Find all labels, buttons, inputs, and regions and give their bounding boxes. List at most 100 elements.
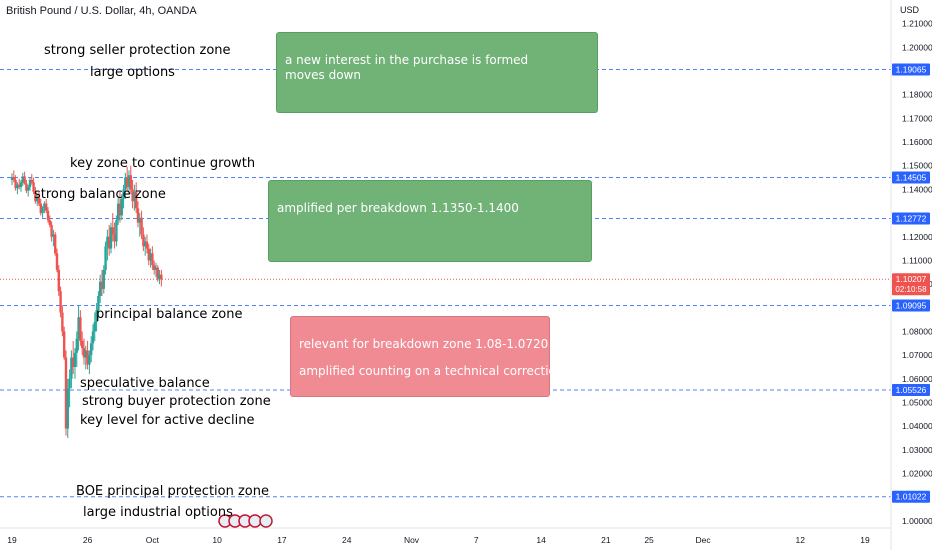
candle-body: [28, 179, 32, 188]
time-tick-label: 25: [644, 535, 654, 545]
level-price-text: 1.14505: [896, 172, 927, 182]
annotation-speculative-balance: speculative balance: [80, 376, 210, 391]
uk-flag-icon[interactable]: [248, 514, 262, 528]
candle-body: [142, 234, 145, 247]
candle-body: [30, 179, 33, 183]
candle-body: [129, 175, 132, 190]
price-tick-label: 1.18000: [902, 90, 932, 100]
candle-body: [71, 357, 75, 367]
candle-body: [125, 177, 129, 188]
candle-body: [102, 269, 105, 289]
level-price-text: 1.01022: [896, 492, 927, 502]
candle-body: [77, 317, 80, 339]
candle-body: [12, 177, 15, 180]
annotation-seller-zone: strong seller protection zone: [44, 43, 231, 58]
candle-body: [109, 227, 113, 249]
candle-body: [35, 197, 39, 202]
price-tick-label: 1.11000: [902, 255, 932, 265]
price-axis[interactable]: 1.21000 1.20000 1.18000 1.17000 1.16000 1.150…: [902, 19, 932, 526]
candle-body: [120, 198, 123, 216]
note-top-line2: moves down: [285, 68, 361, 82]
note-bottom-line2: amplified counting on a technical correc…: [299, 364, 564, 378]
annotation-key-decline: key level for active decline: [80, 413, 255, 428]
annotation-principal-balance: principal balance zone: [96, 307, 243, 322]
note-box-middle[interactable]: amplified per breakdown 1.1350-1.1400: [268, 180, 592, 262]
price-tick-label: 1.07000: [902, 350, 932, 360]
candle-body: [66, 388, 69, 429]
note-box-top[interactable]: a new interest in the purchase is formed…: [276, 32, 598, 113]
time-tick-label: 26: [83, 535, 93, 545]
candle-body: [118, 203, 122, 216]
candle-body: [21, 176, 24, 183]
note-bottom-line1: relevant for breakdown zone 1.08-1.0720: [299, 337, 549, 351]
time-tick-label: 10: [212, 535, 222, 545]
time-tick-label: 12: [795, 535, 805, 545]
time-tick-label: Dec: [695, 535, 711, 545]
candle-body: [134, 191, 138, 209]
candle-body: [52, 234, 55, 237]
candle-body: [91, 331, 95, 344]
level-price-tag: [892, 299, 930, 312]
candle-body: [64, 357, 68, 429]
candle-body: [143, 241, 147, 247]
price-tick-label: 1.14000: [902, 184, 932, 194]
time-tick-label: 17: [277, 535, 287, 545]
price-tick-label: 1.20000: [902, 42, 932, 52]
candle-body: [95, 310, 98, 323]
countdown-text: 02:10:58: [895, 285, 927, 294]
price-tick-label: 1.16000: [902, 137, 932, 147]
note-middle-line1: amplified per breakdown 1.1350-1.1400: [277, 201, 519, 215]
candle-body: [10, 177, 14, 180]
price-tick-label: 1.12000: [902, 232, 932, 242]
candle-body: [138, 217, 141, 223]
level-price-text: 1.09095: [896, 301, 927, 311]
candle-body: [59, 291, 62, 313]
candle-body: [156, 267, 159, 280]
time-axis[interactable]: 19 26 Oct 10 17 24 Nov 7 14 21 25 Dec 12 19: [7, 535, 870, 545]
price-tick-label: 1.06000: [902, 374, 932, 384]
candle-body: [43, 203, 46, 209]
event-icons: [218, 514, 273, 528]
candle-body: [100, 281, 104, 289]
candle-body: [133, 191, 136, 202]
candle-body: [158, 274, 161, 280]
us-flag-icon[interactable]: [259, 514, 273, 528]
candle-body: [34, 191, 37, 202]
candle-body: [19, 182, 23, 188]
level-price-text: 1.19065: [896, 64, 927, 74]
candle-body: [111, 227, 114, 235]
candle-body: [17, 184, 21, 188]
time-tick-label: 19: [7, 535, 17, 545]
annotation-boe-zone: BOE principal protection zone: [76, 484, 269, 499]
candle-body: [26, 187, 30, 191]
candle-body: [145, 241, 149, 249]
candle-body: [160, 274, 163, 280]
level-price-tag: [892, 171, 930, 184]
current-price-tag: [892, 273, 930, 296]
candle-body: [122, 189, 125, 199]
time-tick-label: 21: [601, 535, 611, 545]
candle-body: [53, 234, 57, 254]
annotation-key-growth: key zone to continue growth: [70, 156, 256, 171]
candle-body: [16, 184, 19, 189]
candle-body: [50, 224, 53, 237]
candle-body: [55, 253, 59, 270]
price-tick-label: 1.03000: [902, 445, 932, 455]
candle-body: [98, 281, 102, 296]
candle-body: [44, 203, 48, 211]
time-tick-label: 19: [860, 535, 870, 545]
candle-body: [84, 350, 87, 358]
candle-body: [32, 182, 35, 192]
candle-body: [113, 234, 116, 242]
level-price-tag: [892, 490, 930, 503]
candle-body: [104, 246, 107, 270]
price-tick-label: 1.05000: [902, 398, 932, 408]
candle-body: [41, 208, 44, 214]
candle-body: [39, 203, 42, 214]
candle-body: [115, 220, 118, 242]
symbol-title[interactable]: British Pound / U.S. Dollar, 4h, OANDA: [6, 5, 197, 17]
note-box-bottom[interactable]: relevant for breakdown zone 1.08-1.0720 …: [290, 316, 564, 397]
candle-body: [14, 179, 17, 189]
annotation-buyer-zone: strong buyer protection zone: [82, 394, 271, 409]
candle-body: [86, 350, 89, 365]
